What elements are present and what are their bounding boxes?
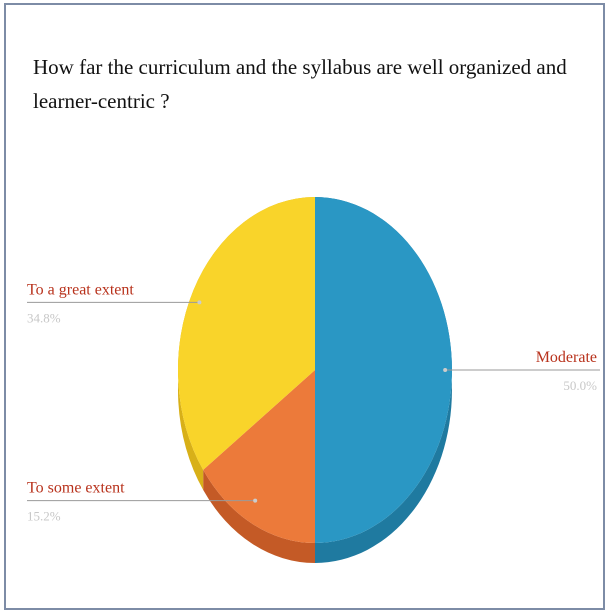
pie-slices bbox=[178, 197, 452, 543]
slice-side-to-some-extent bbox=[203, 469, 315, 563]
slice-label-moderate: Moderate bbox=[536, 349, 597, 366]
leader-lines bbox=[27, 300, 600, 503]
slice-percent-to-a-great-extent: 34.8% bbox=[27, 310, 61, 325]
slice-label-to-some-extent: To some extent bbox=[27, 480, 125, 497]
slice-percent-moderate: 50.0% bbox=[563, 378, 597, 393]
leader-dot-moderate bbox=[443, 368, 448, 372]
pie-slice-to-a-great-extent bbox=[178, 197, 315, 470]
slice-label-to-a-great-extent: To a great extent bbox=[27, 281, 134, 298]
pie-slice-to-some-extent bbox=[203, 370, 315, 543]
chart-title: How far the curriculum and the syllabus … bbox=[33, 55, 567, 113]
pie-slice-moderate bbox=[315, 197, 452, 543]
leader-dot-to-a-great-extent bbox=[197, 300, 202, 305]
slice-labels: Moderate 50.0% To some extent 15.2% To a gre… bbox=[27, 281, 597, 523]
leader-dot-to-some-extent bbox=[253, 498, 258, 503]
slice-percent-to-some-extent: 15.2% bbox=[27, 509, 61, 524]
